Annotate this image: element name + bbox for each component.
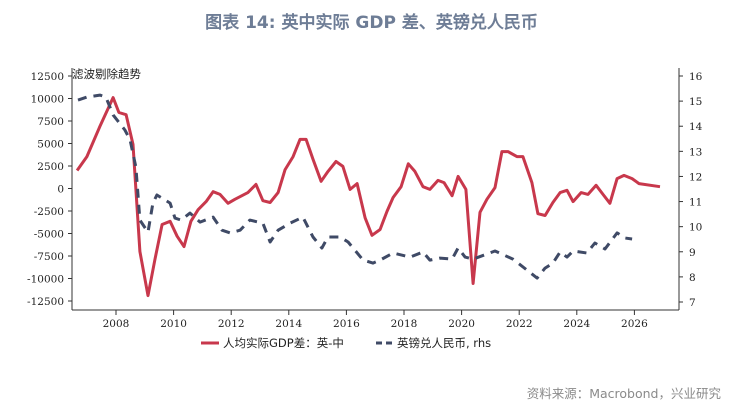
x-tick-label: 2018 <box>391 318 418 330</box>
legend-label-gbpcny: 英镑兑人民币, rhs <box>397 336 491 350</box>
legend: 人均实际GDP差：英-中 英镑兑人民币, rhs <box>201 336 491 350</box>
source-note: 资料来源：Macrobond，兴业研究 <box>526 386 721 401</box>
right-tick-label: 10 <box>689 222 702 234</box>
left-tick-label: 5000 <box>37 139 64 151</box>
left-tick-label: 2500 <box>37 161 64 173</box>
series-group <box>75 93 661 298</box>
left-tick-label: -12500 <box>27 296 64 308</box>
chart-title: 图表 14: 英中实际 GDP 差、英镑兑人民币 <box>205 13 538 33</box>
right-tick-label: 9 <box>689 247 696 259</box>
x-tick-label: 2016 <box>333 318 360 330</box>
legend-label-gdp-diff: 人均实际GDP差：英-中 <box>223 336 344 350</box>
x-tick-label: 2022 <box>506 318 533 330</box>
x-tick-label: 2014 <box>275 318 302 330</box>
right-tick-label: 14 <box>689 121 703 133</box>
x-tick-label: 2008 <box>103 318 130 330</box>
left-tick-label: -10000 <box>27 274 64 286</box>
axes: 12500 10000 7500 5000 2500 0 -2500 -5000 -7500 -1… <box>27 68 703 330</box>
x-tick-label: 2010 <box>160 318 187 330</box>
series-line-gbpcny <box>77 93 633 280</box>
right-tick-label: 8 <box>689 272 696 284</box>
right-tick-label: 12 <box>689 171 702 183</box>
x-tick-label: 2026 <box>621 318 648 330</box>
x-tick-label: 2020 <box>448 318 475 330</box>
left-tick-label: -7500 <box>34 251 64 263</box>
x-tick-label: 2024 <box>563 318 590 330</box>
right-tick-label: 7 <box>689 297 696 309</box>
right-tick-label: 16 <box>689 71 703 83</box>
left-tick-label: 7500 <box>37 116 64 128</box>
left-tick-label: -2500 <box>34 206 64 218</box>
right-tick-label: 15 <box>689 96 702 108</box>
left-tick-label: 10000 <box>31 94 64 106</box>
left-tick-label: 0 <box>57 184 64 196</box>
series-line-gdp-diff <box>75 96 661 298</box>
x-tick-label: 2012 <box>218 318 245 330</box>
left-tick-label: 12500 <box>31 71 64 83</box>
annotation: 滤波剔除趋势 <box>72 67 141 81</box>
right-tick-label: 13 <box>689 146 702 158</box>
right-tick-label: 11 <box>689 197 702 209</box>
left-tick-label: -5000 <box>34 229 64 241</box>
